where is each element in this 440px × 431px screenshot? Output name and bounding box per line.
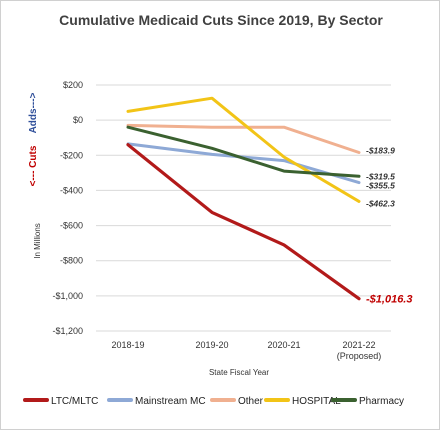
end-value-label: -$1,016.3 — [366, 294, 412, 306]
x-tick-label-sub: (Proposed) — [337, 351, 382, 361]
y-axis-title: In Millions — [33, 223, 42, 259]
legend-label: LTC/MLTC — [51, 396, 98, 407]
legend-label: Mainstream MC — [135, 396, 206, 407]
end-value-label: -$183.9 — [366, 145, 395, 155]
y-tick-label: -$200 — [60, 150, 83, 160]
gridlines — [96, 84, 391, 332]
end-labels: -$1,016.3 -$355.5 -$183.9 -$462.3 -$319.5 — [366, 145, 412, 305]
legend-label: Pharmacy — [359, 396, 404, 407]
y-tick-label: -$400 — [60, 185, 83, 195]
series-line-mainstream-mc — [126, 142, 361, 185]
x-tick-label: 2019-20 — [195, 340, 228, 350]
y-tick-label: $0 — [73, 115, 83, 125]
adds-label: Adds---> — [28, 92, 39, 133]
y-tick-label: $200 — [63, 80, 83, 90]
cuts-label: <--- Cuts — [28, 145, 39, 186]
series-lines — [126, 96, 361, 301]
x-tick-labels: 2018-19 2019-20 2020-21 2021-22(Proposed) — [111, 340, 381, 361]
y-tick-label: -$800 — [60, 256, 83, 266]
y-tick-label: -$1,000 — [52, 291, 83, 301]
x-tick-label: 2020-21 — [267, 340, 300, 350]
y-tick-labels: $200 $0 -$200 -$400 -$600 -$800 -$1,000 -$1,200 — [52, 80, 83, 336]
y-tick-label: -$600 — [60, 221, 83, 231]
series-line-ltc-mltc — [126, 143, 361, 301]
chart-title: Cumulative Medicaid Cuts Since 2019, By … — [59, 12, 383, 28]
end-value-label: -$355.5 — [366, 181, 395, 191]
end-value-label: -$319.5 — [366, 171, 395, 181]
end-value-label: -$462.3 — [366, 198, 395, 208]
x-tick-label: 2018-19 — [111, 340, 144, 350]
legend-label: HOSPITAL — [292, 396, 341, 407]
x-axis-title: State Fiscal Year — [209, 368, 269, 377]
x-tick-label: 2021-22 — [342, 340, 375, 350]
series-line-pharmacy — [126, 125, 361, 178]
y-tick-label: -$1,200 — [52, 326, 83, 336]
legend-label: Other — [238, 396, 264, 407]
series-line-hospital — [126, 96, 361, 203]
legend: LTC/MLTC Mainstream MC Other HOSPITAL Pharma… — [23, 396, 404, 407]
